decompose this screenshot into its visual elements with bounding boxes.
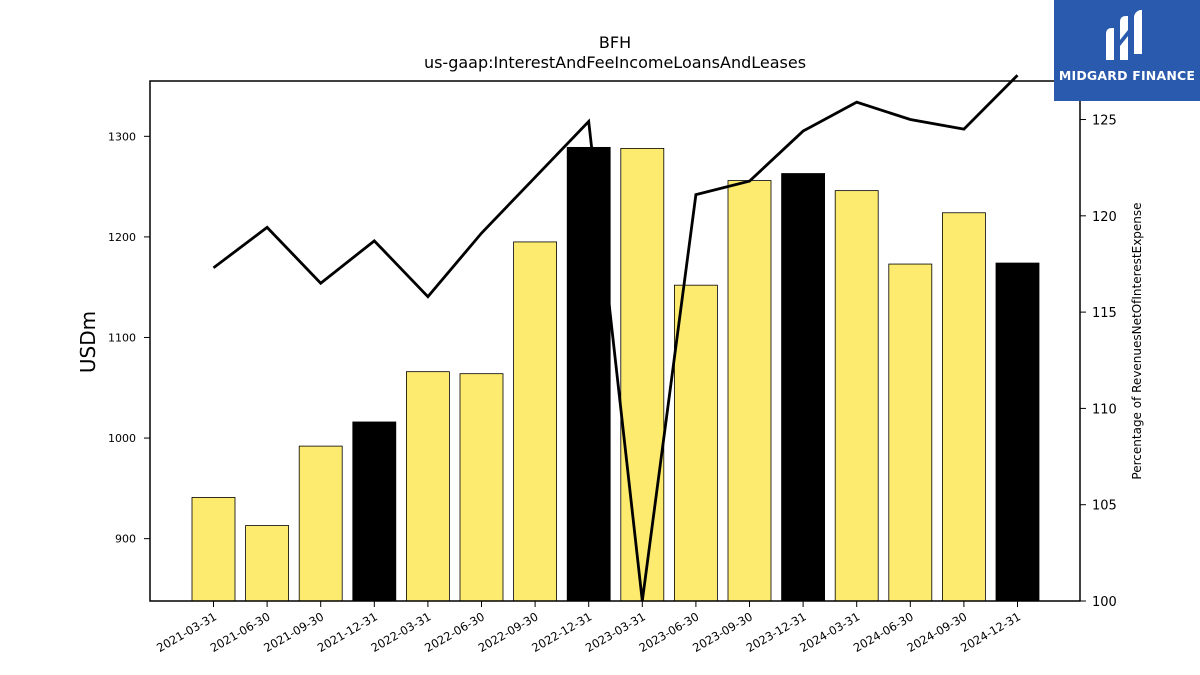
bar-2023-09-30 <box>727 180 772 602</box>
left-axis: 900 1000 1100 1200 1300 <box>108 130 150 546</box>
y-axis-label: USDm <box>76 311 100 373</box>
y2-tick-label: 125 <box>1092 114 1117 129</box>
bar-2023-12-31 <box>781 173 825 602</box>
x-tick-label: 2024-09-30 <box>905 609 970 655</box>
y2-axis-label: Percentage of RevenuesNetOfInterestExpen… <box>1130 202 1144 479</box>
bar-2022-09-30 <box>513 241 557 602</box>
y2-tick-label: 120 <box>1092 210 1117 225</box>
bar-2021-12-31 <box>352 421 397 602</box>
x-tick-label: 2023-06-30 <box>637 609 702 655</box>
x-tick-label: 2024-03-31 <box>797 609 862 655</box>
bar-2023-03-31 <box>620 147 665 602</box>
plot-frame <box>149 80 1081 602</box>
bar-2024-12-31 <box>995 262 1040 602</box>
line-layer <box>212 74 1019 602</box>
series-line <box>212 74 1019 602</box>
y-tick-label: 1200 <box>108 231 136 244</box>
logo-mark-icon <box>1106 10 1142 60</box>
x-tick-label: 2023-03-31 <box>583 609 648 655</box>
bar-2021-03-31 <box>191 497 236 602</box>
x-tick-label: 2021-03-31 <box>154 609 219 655</box>
x-tick-label: 2021-09-30 <box>261 609 326 655</box>
y2-tick-label: 105 <box>1092 499 1117 514</box>
bar-2022-03-31 <box>405 371 450 602</box>
bar-2022-06-30 <box>459 373 504 602</box>
logo-text: MIDGARD FINANCE <box>1058 68 1196 83</box>
y2-tick-label: 100 <box>1092 595 1117 610</box>
bar-2024-06-30 <box>888 263 933 602</box>
x-tick-label: 2024-12-31 <box>958 609 1023 655</box>
y2-tick-label: 110 <box>1092 402 1117 417</box>
y-tick-label: 1300 <box>108 130 136 143</box>
x-tick-label: 2024-06-30 <box>851 609 916 655</box>
x-tick-label: 2021-06-30 <box>208 609 273 655</box>
brand-logo: MIDGARD FINANCE <box>1054 0 1200 101</box>
y-tick-label: 900 <box>115 533 136 546</box>
bar-2022-12-31 <box>566 146 611 602</box>
bar-group <box>191 146 1040 602</box>
bar-2021-09-30 <box>298 445 343 602</box>
x-tick-label: 2022-09-30 <box>476 609 541 655</box>
bar-2021-06-30 <box>245 525 290 602</box>
x-tick-label: 2021-12-31 <box>315 609 380 655</box>
chart-subtitle: us-gaap:InterestAndFeeIncomeLoansAndLeas… <box>424 53 806 72</box>
right-axis: 100 105 110 115 120 125 <box>1080 114 1117 610</box>
y2-tick-label: 115 <box>1092 306 1117 321</box>
bar-2024-09-30 <box>942 212 986 602</box>
chart-title: BFH <box>599 33 631 52</box>
x-tick-label: 2023-12-31 <box>744 609 809 655</box>
x-tick-label: 2022-03-31 <box>369 609 434 655</box>
y-tick-label: 1100 <box>108 331 136 344</box>
x-tick-label: 2022-06-30 <box>422 609 487 655</box>
x-tick-label: 2023-09-30 <box>690 609 755 655</box>
bar-2024-03-31 <box>834 190 879 602</box>
bar-2023-06-30 <box>674 284 718 602</box>
x-axis: 2021-03-312021-06-302021-09-302021-12-31… <box>154 601 1023 655</box>
y-tick-label: 1000 <box>108 432 136 445</box>
x-tick-label: 2022-12-31 <box>529 609 594 655</box>
